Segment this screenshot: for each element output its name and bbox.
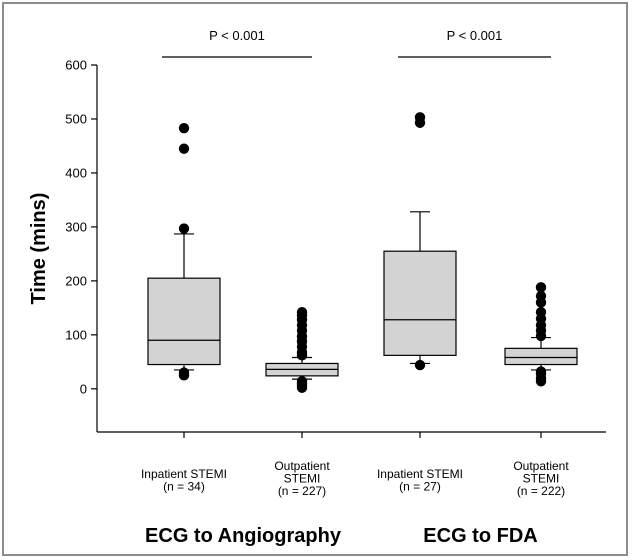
- x-category-label: STEMI: [523, 472, 560, 486]
- x-category-label: (n = 34): [163, 480, 205, 494]
- box-2: [265, 306, 339, 438]
- outlier-point: [414, 359, 426, 371]
- y-tick-label: 100: [65, 327, 87, 342]
- outlier-point: [178, 223, 190, 234]
- x-category-label: Outpatient: [513, 459, 569, 473]
- box-1: [147, 122, 221, 438]
- x-category-label: Inpatient STEMI: [141, 467, 227, 481]
- y-tick-label: 0: [80, 381, 87, 396]
- boxes: [147, 112, 578, 438]
- x-category-label: STEMI: [284, 472, 321, 486]
- labels: Inpatient STEMI(n = 34)OutpatientSTEMI(n…: [141, 28, 569, 547]
- y-tick-label: 500: [65, 111, 87, 126]
- box-iqr: [504, 347, 578, 366]
- outlier-point: [535, 366, 547, 377]
- y-tick-label: 600: [65, 58, 87, 73]
- y-axis-title: Time (mins): [28, 193, 50, 305]
- outlier-point: [535, 290, 547, 302]
- outlier-point: [296, 306, 308, 318]
- x-category-label: Outpatient: [274, 459, 330, 473]
- outlier-point: [535, 282, 547, 293]
- x-category-label: Inpatient STEMI: [377, 467, 463, 481]
- box-iqr: [383, 250, 457, 356]
- y-tick-label: 300: [65, 219, 87, 234]
- y-tick-label: 200: [65, 273, 87, 288]
- box-3: [383, 112, 457, 438]
- p-value-label: P < 0.001: [209, 28, 265, 43]
- y-tick-label: 400: [65, 165, 87, 180]
- x-category-label: (n = 227): [278, 484, 326, 498]
- p-value-label: P < 0.001: [447, 28, 503, 43]
- box-iqr: [147, 277, 221, 366]
- box-4: [504, 282, 578, 438]
- axes: 0 100 200 300 400 500 600 Time (mins): [28, 58, 606, 433]
- group-label: ECG to Angiography: [145, 525, 342, 547]
- outlier-point: [414, 112, 426, 123]
- group-label: ECG to FDA: [423, 525, 537, 547]
- outlier-point: [178, 122, 190, 134]
- outlier-point: [178, 143, 190, 154]
- figure-frame: [2, 2, 628, 556]
- x-category-label: (n = 222): [517, 484, 565, 498]
- outlier-point: [535, 306, 547, 318]
- outlier-point: [296, 376, 308, 387]
- outlier-point: [178, 367, 190, 378]
- x-category-label: (n = 27): [399, 480, 441, 494]
